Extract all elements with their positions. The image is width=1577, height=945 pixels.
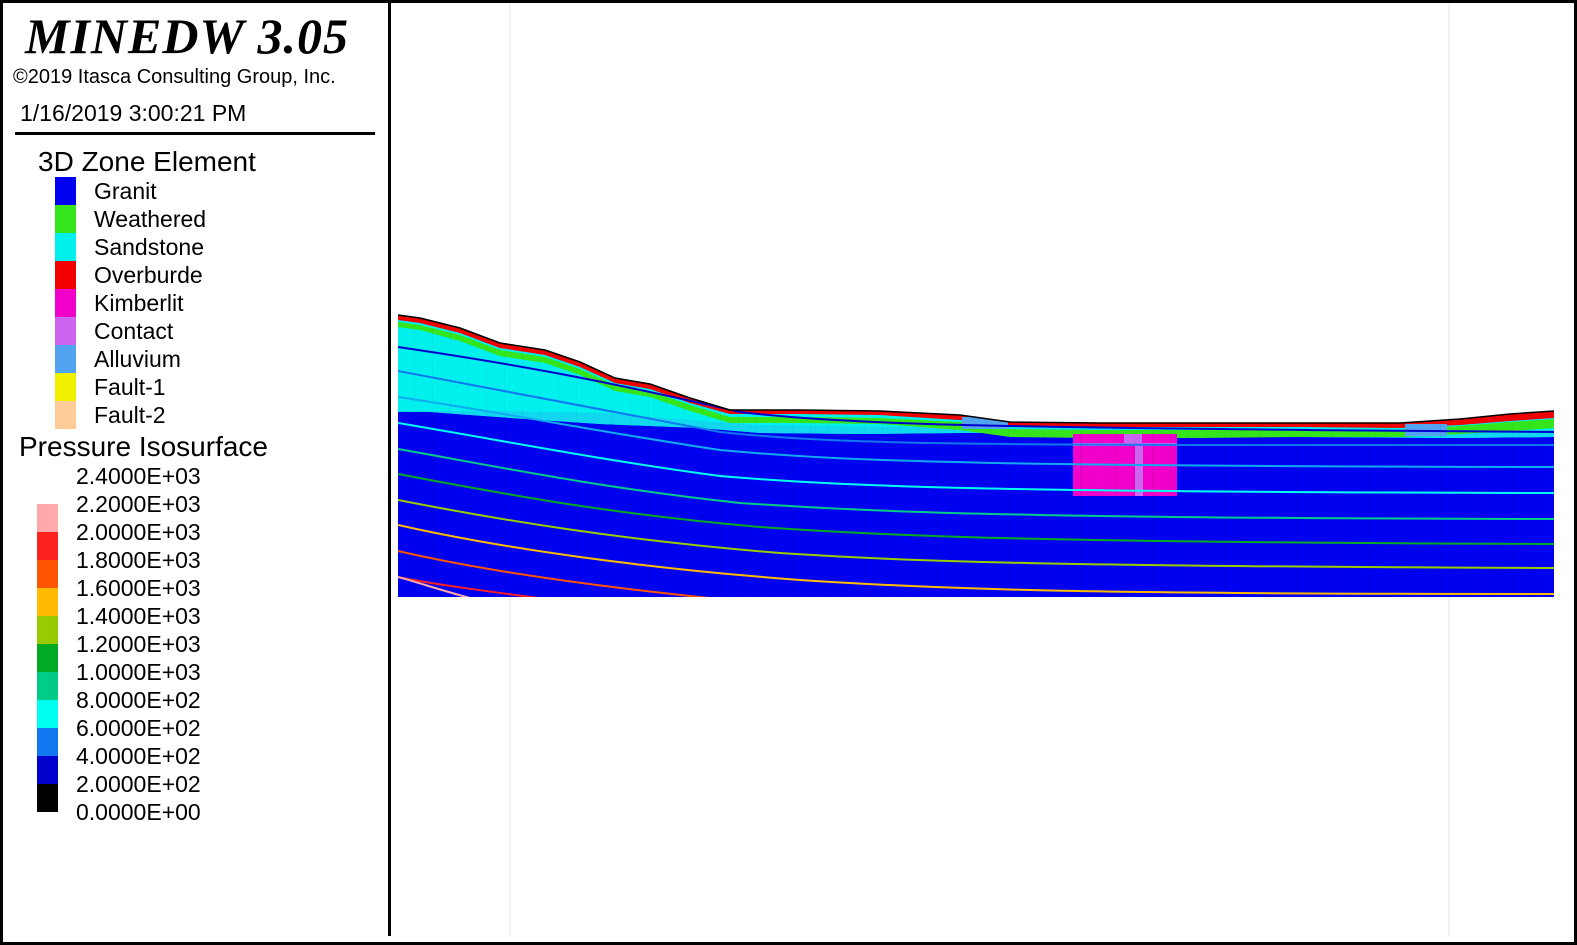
zone-color-swatch <box>55 233 76 261</box>
isosurface-color-segment <box>37 644 58 672</box>
zone-legend-label: Contact <box>94 318 174 344</box>
isoline-400 <box>398 370 1554 447</box>
isoline-800 <box>398 422 1554 494</box>
zone-legend-label: Kimberlit <box>94 290 184 316</box>
isoline-1200 <box>398 473 1554 545</box>
isosurface-legend-heading: Pressure Isosurface <box>19 431 268 462</box>
zone-legend-item: Weathered <box>55 205 375 233</box>
model-section <box>398 315 1554 597</box>
isoline-2200 <box>398 576 471 597</box>
zone-legend-item: Fault-2 <box>55 401 375 429</box>
zone-legend-item: Fault-1 <box>55 373 375 401</box>
zone-color-swatch <box>55 261 76 289</box>
zone-legend-item: Contact <box>55 317 375 345</box>
isosurface-color-segment <box>37 504 58 532</box>
isoline-1400 <box>398 499 1554 569</box>
isosurface-value-label: 4.0000E+02 <box>76 743 201 769</box>
mesh-overlay <box>398 315 1554 597</box>
zone-legend-item: Alluvium <box>55 345 375 373</box>
zone-color-swatch <box>55 401 76 429</box>
isoline-600 <box>398 396 1554 468</box>
zone-legend-item: Overburde <box>55 261 375 289</box>
zone-legend-label: Overburde <box>94 262 203 288</box>
zone-color-swatch <box>55 177 76 205</box>
legend-panel: MINEDW 3.05 ©2019 Itasca Consulting Grou… <box>3 3 391 936</box>
isosurface-value-label: 0.0000E+00 <box>76 799 201 825</box>
isosurface-value-label: 8.0000E+02 <box>76 687 201 713</box>
zone-legend-label: Fault-1 <box>94 374 166 400</box>
isosurface-color-segment <box>37 784 58 812</box>
isosurface-value-label: 1.0000E+03 <box>76 659 201 685</box>
divider <box>15 132 375 135</box>
isoline-2000 <box>398 576 601 597</box>
zone-color-swatch <box>55 345 76 373</box>
isosurface-value-label: 2.4000E+03 <box>76 463 201 489</box>
zone-legend-label: Granit <box>94 178 157 204</box>
model-viewport[interactable] <box>394 3 1568 936</box>
isosurface-value-label: 1.2000E+03 <box>76 631 201 657</box>
isosurface-value-label: 2.2000E+03 <box>76 491 201 517</box>
zone-legend-label: Alluvium <box>94 346 181 372</box>
timestamp: 1/16/2019 3:00:21 PM <box>20 100 247 126</box>
isosurface-color-segment <box>37 616 58 644</box>
isosurface-color-segment <box>37 560 58 588</box>
zone-legend-label: Sandstone <box>94 234 204 260</box>
isoline-200 <box>398 346 1554 433</box>
zone-color-swatch <box>55 205 76 233</box>
isosurface-value-label: 1.4000E+03 <box>76 603 201 629</box>
copyright-text: ©2019 Itasca Consulting Group, Inc. <box>13 66 336 88</box>
isoline-1000 <box>398 448 1554 520</box>
zone-legend-heading: 3D Zone Element <box>38 146 256 177</box>
zone-color-swatch <box>55 289 76 317</box>
zone-legend-label: Weathered <box>94 206 207 232</box>
isosurface-color-segment <box>37 700 58 728</box>
isosurface-value-label: 1.6000E+03 <box>76 575 201 601</box>
isosurface-value-label: 6.0000E+02 <box>76 715 201 741</box>
isosurface-color-segment <box>37 728 58 756</box>
zone-legend-item: Kimberlit <box>55 289 375 317</box>
isosurface-color-segment <box>37 672 58 700</box>
isoline-1600 <box>398 524 1554 595</box>
isoline-1800 <box>398 550 761 597</box>
zone-legend-item: Granit <box>55 177 375 205</box>
app-title: MINEDW 3.05 <box>25 8 350 64</box>
isosurface-value-label: 1.8000E+03 <box>76 547 201 573</box>
ground-surface-line <box>397 314 1555 424</box>
isosurface-value-label: 2.0000E+03 <box>76 519 201 545</box>
isosurface-color-segment <box>37 588 58 616</box>
zone-color-swatch <box>55 373 76 401</box>
isosurface-color-segment <box>37 756 58 784</box>
isosurface-value-label: 2.0000E+02 <box>76 771 201 797</box>
zone-legend-label: Fault-2 <box>94 402 166 428</box>
cross-section-plot <box>397 3 1555 936</box>
zone-legend-item: Sandstone <box>55 233 375 261</box>
isosurface-color-segment <box>37 532 58 560</box>
zone-color-swatch <box>55 317 76 345</box>
